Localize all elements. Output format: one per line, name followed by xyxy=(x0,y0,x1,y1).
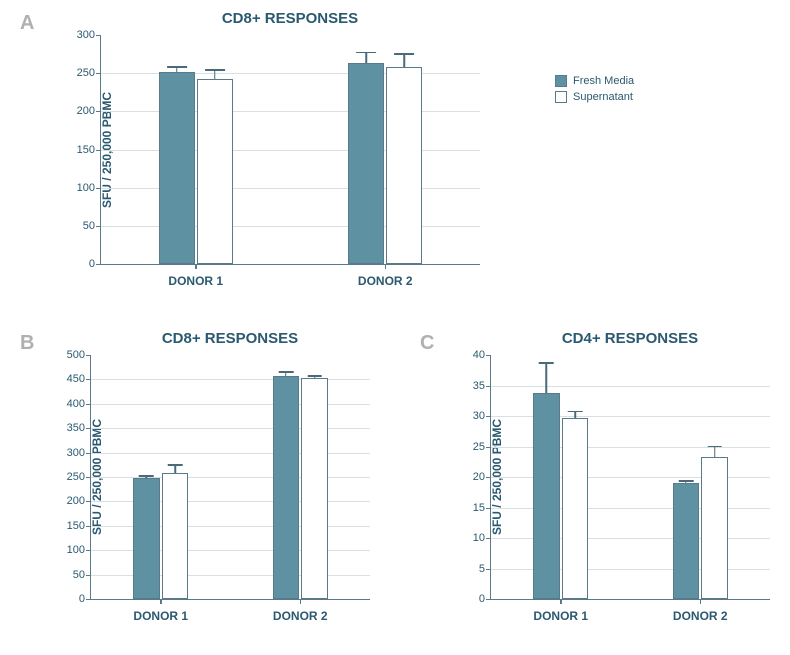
bar xyxy=(301,378,328,599)
ytick-label: 15 xyxy=(473,502,491,514)
legend-item-supernatant: Supernatant xyxy=(555,91,634,103)
ytick-label: 50 xyxy=(73,569,91,581)
errorbar xyxy=(365,52,367,63)
errorbar xyxy=(404,53,406,67)
bar xyxy=(133,478,160,599)
ytick-label: 0 xyxy=(79,593,91,605)
errorbar-cap xyxy=(679,480,694,482)
ytick-label: 10 xyxy=(473,532,491,544)
ytick-label: 35 xyxy=(473,380,491,392)
errorbar-cap xyxy=(539,362,554,364)
ytick-label: 300 xyxy=(77,29,101,41)
xtick-label: DONOR 1 xyxy=(168,264,223,288)
panel-a-label: A xyxy=(20,12,34,35)
ytick-label: 300 xyxy=(67,447,91,459)
errorbar-cap xyxy=(139,475,154,477)
ytick-label: 450 xyxy=(67,373,91,385)
bar xyxy=(197,79,233,264)
xtick-label: DONOR 2 xyxy=(673,599,728,623)
legend-item-fresh: Fresh Media xyxy=(555,75,634,87)
gridline xyxy=(91,428,370,429)
bar xyxy=(273,376,300,599)
bar xyxy=(673,483,700,599)
errorbar-cap xyxy=(307,375,322,377)
bar xyxy=(533,393,560,599)
panel-b-title: CD8+ RESPONSES xyxy=(90,330,370,347)
ytick-label: 0 xyxy=(479,593,491,605)
panel-a: A CD8+ RESPONSES SFU / 250,000 PBMC 0501… xyxy=(20,10,520,265)
bar xyxy=(701,457,728,599)
errorbar-cap xyxy=(167,66,187,68)
errorbar-cap xyxy=(168,464,183,466)
gridline xyxy=(91,379,370,380)
panel-c: C CD4+ RESPONSES SFU / 250,000 PBMC 0510… xyxy=(420,330,790,600)
gridline xyxy=(91,453,370,454)
xtick-label: DONOR 2 xyxy=(273,599,328,623)
panel-b-label: B xyxy=(20,332,34,355)
errorbar-cap xyxy=(279,371,294,373)
xtick-label: DONOR 2 xyxy=(358,264,413,288)
panel-c-plot: SFU / 250,000 PBMC 0510152025303540DONOR… xyxy=(490,355,770,600)
errorbar-cap xyxy=(394,53,414,55)
panel-c-label: C xyxy=(420,332,434,355)
ytick-label: 100 xyxy=(77,182,101,194)
ytick-label: 30 xyxy=(473,410,491,422)
panel-a-title: CD8+ RESPONSES xyxy=(100,10,480,27)
ytick-label: 5 xyxy=(479,563,491,575)
gridline xyxy=(491,386,770,387)
errorbar xyxy=(546,362,548,393)
bar xyxy=(348,63,384,264)
errorbar-cap xyxy=(568,411,583,413)
ytick-label: 250 xyxy=(77,67,101,79)
ytick-label: 150 xyxy=(67,520,91,532)
ytick-label: 200 xyxy=(67,495,91,507)
panel-c-title: CD4+ RESPONSES xyxy=(490,330,770,347)
errorbar xyxy=(714,446,716,457)
ytick-label: 50 xyxy=(83,220,101,232)
ytick-label: 500 xyxy=(67,349,91,361)
ytick-label: 250 xyxy=(67,471,91,483)
legend: Fresh Media Supernatant xyxy=(555,75,634,107)
panel-b: B CD8+ RESPONSES SFU / 250,000 PBMC 0501… xyxy=(20,330,400,600)
bar xyxy=(162,473,189,599)
ytick-label: 350 xyxy=(67,422,91,434)
ytick-label: 100 xyxy=(67,544,91,556)
ytick-label: 0 xyxy=(89,258,101,270)
legend-label-supernatant: Supernatant xyxy=(573,91,633,103)
ytick-label: 20 xyxy=(473,471,491,483)
ytick-label: 25 xyxy=(473,441,491,453)
xtick-label: DONOR 1 xyxy=(533,599,588,623)
bar xyxy=(159,72,195,264)
bar xyxy=(386,67,422,264)
gridline xyxy=(91,404,370,405)
errorbar-cap xyxy=(205,69,225,71)
legend-swatch-supernatant xyxy=(555,91,567,103)
legend-label-fresh: Fresh Media xyxy=(573,75,634,87)
errorbar-cap xyxy=(707,446,722,448)
panel-a-plot: SFU / 250,000 PBMC 050100150200250300DON… xyxy=(100,35,480,265)
ytick-label: 200 xyxy=(77,105,101,117)
xtick-label: DONOR 1 xyxy=(133,599,188,623)
ytick-label: 400 xyxy=(67,398,91,410)
ytick-label: 150 xyxy=(77,144,101,156)
errorbar-cap xyxy=(356,52,376,54)
ytick-label: 40 xyxy=(473,349,491,361)
bar xyxy=(562,418,589,599)
legend-swatch-fresh xyxy=(555,75,567,87)
panel-b-plot: SFU / 250,000 PBMC 050100150200250300350… xyxy=(90,355,370,600)
